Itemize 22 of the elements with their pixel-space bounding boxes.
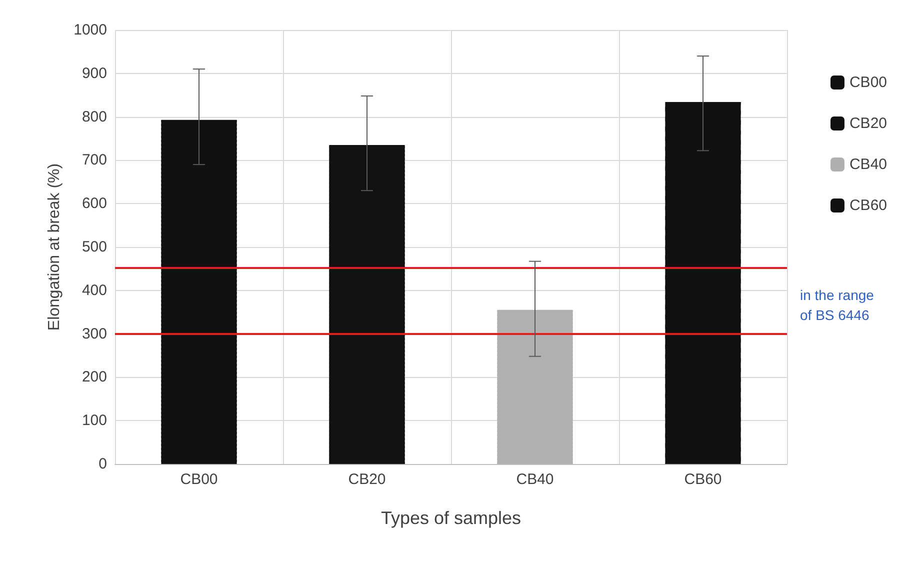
legend-label: CB00: [849, 74, 888, 91]
y-axis-title: Elongation at break (%): [46, 163, 64, 331]
y-tick-label: 200: [82, 368, 107, 386]
y-tick-label: 1000: [74, 22, 107, 38]
legend-label: CB40: [849, 156, 888, 173]
x-tick-label: CB20: [348, 471, 386, 488]
y-tick-label: 100: [82, 412, 107, 430]
legend-label: CB20: [849, 115, 888, 132]
y-tick-label: 800: [82, 108, 107, 126]
y-tick-label: 500: [82, 238, 107, 256]
y-tick-label: 700: [82, 152, 107, 169]
y-tick-label: 600: [82, 195, 107, 212]
y-tick-label: 300: [82, 325, 107, 342]
x-tick-label: CB40: [516, 471, 554, 488]
text: in the range of BS 6446: [800, 287, 878, 323]
y-tick-label: 0: [98, 456, 107, 472]
y-tick-label: 400: [82, 282, 107, 299]
legend-label: CB60: [849, 197, 888, 214]
x-tick-label: CB00: [180, 471, 218, 488]
x-tick-label: CB60: [684, 471, 722, 488]
x-axis-title: Types of samples: [380, 508, 522, 528]
y-tick-label: 900: [82, 64, 107, 82]
